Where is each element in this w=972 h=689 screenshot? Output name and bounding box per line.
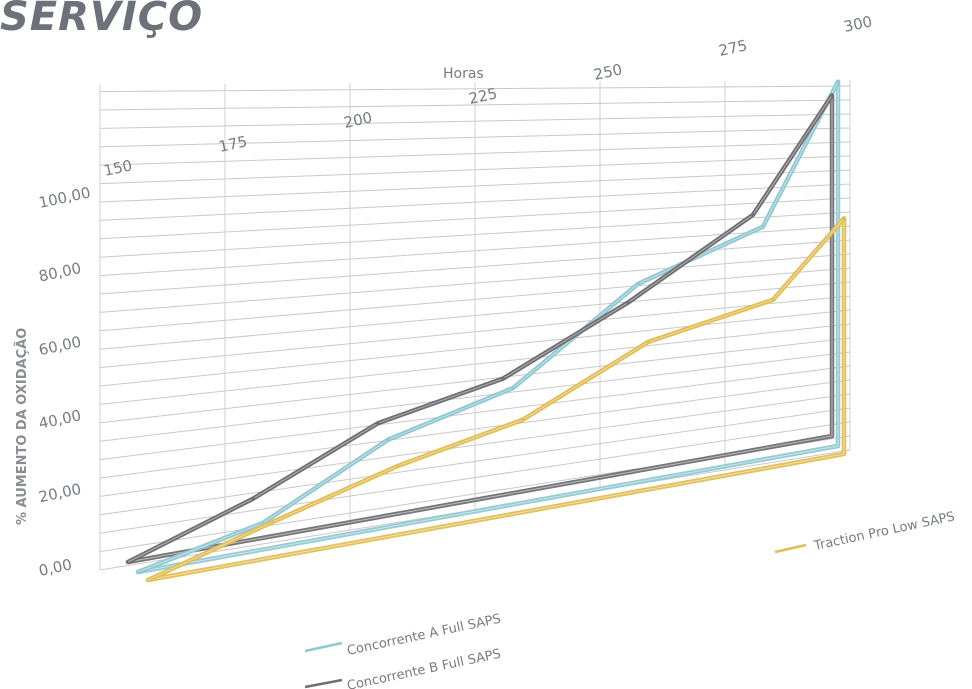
legend-swatch <box>304 678 343 689</box>
x-tick-label: 225 <box>467 84 499 108</box>
page-title: SERVIÇO <box>0 0 204 40</box>
y-tick-label: 80,00 <box>37 259 83 286</box>
series-ribbon-2 <box>127 95 835 565</box>
series-ribbon-highlight-2 <box>127 95 833 563</box>
data-point <box>842 216 846 220</box>
axis-labels: 0,00 20,00 40,00 60,00 80,00 100,00 150 175 200 2… <box>14 12 874 580</box>
series-line-2 <box>125 93 835 565</box>
data-point <box>771 298 775 302</box>
data-point <box>761 225 765 229</box>
x-tick-label: 275 <box>717 36 749 60</box>
data-point <box>386 438 390 442</box>
data-point <box>830 93 834 97</box>
data-point <box>511 386 515 390</box>
data-point <box>636 282 640 286</box>
y-tick-label: 40,00 <box>37 406 83 433</box>
series-lines <box>125 79 847 583</box>
data-point <box>521 418 525 422</box>
data-point <box>271 520 275 524</box>
x-tick-label: 175 <box>217 132 249 156</box>
series-ribbon-highlight-1 <box>137 81 839 573</box>
legend-label: Traction Pro Low SAPS <box>812 509 956 554</box>
x-tick-label: 150 <box>102 156 134 180</box>
data-point <box>626 301 630 305</box>
series-line-highlight-2 <box>127 95 833 563</box>
data-point <box>396 464 400 468</box>
y-tick-label: 0,00 <box>37 555 73 580</box>
series-ribbons <box>127 81 847 583</box>
data-point <box>251 497 255 501</box>
data-point <box>376 421 380 425</box>
legend-swatch <box>304 641 343 653</box>
y-axis-title: % AUMENTO DA OXIDAÇÃO <box>14 328 30 525</box>
series-ribbon-highlight-3 <box>147 218 845 581</box>
x-tick-label: 300 <box>842 12 874 36</box>
data-point <box>751 213 755 217</box>
data-point <box>646 340 650 344</box>
x-axis-title: Horas <box>443 66 484 82</box>
y-tick-label: 100,00 <box>37 183 92 212</box>
data-point <box>501 377 505 381</box>
y-tick-label: 60,00 <box>37 333 83 360</box>
x-tick-label: 250 <box>592 60 624 84</box>
legend-swatch <box>774 543 807 554</box>
y-tick-label: 20,00 <box>37 480 83 507</box>
data-point <box>836 80 840 84</box>
grid <box>99 80 851 571</box>
x-tick-label: 200 <box>342 108 374 132</box>
